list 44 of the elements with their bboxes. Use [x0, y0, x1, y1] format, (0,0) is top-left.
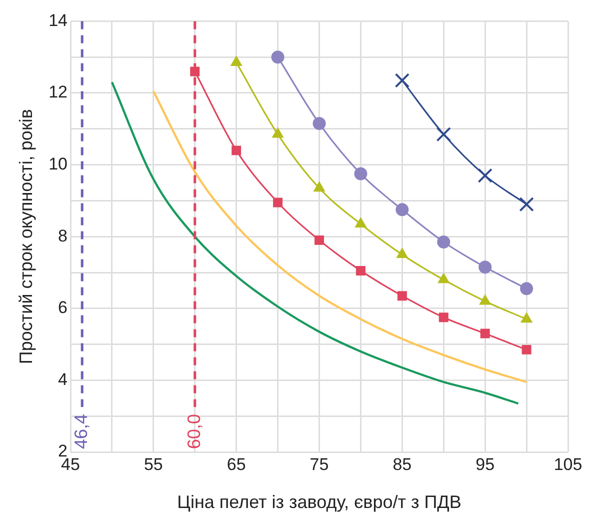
point [519, 196, 534, 212]
point [480, 328, 490, 338]
point [271, 50, 284, 64]
point [273, 198, 283, 208]
point [438, 273, 450, 284]
point [436, 126, 451, 142]
y-tick-label: 14 [48, 10, 68, 30]
point [478, 168, 492, 183]
point [397, 291, 407, 301]
y-tick-label: 4 [58, 370, 68, 389]
point [522, 344, 532, 354]
point [232, 146, 242, 156]
x-tick-label: 95 [476, 454, 495, 474]
point [312, 117, 326, 130]
point [438, 312, 448, 322]
y-axis-title: Простий строк окупності, років [16, 109, 36, 364]
point [356, 266, 366, 276]
point [396, 248, 408, 258]
x-tick-label: 85 [392, 454, 412, 474]
y-tick-label: 6 [58, 298, 68, 318]
point [314, 235, 324, 245]
point [354, 167, 368, 180]
x-tick-label: 105 [554, 454, 582, 474]
point [314, 182, 325, 192]
point [396, 203, 409, 216]
ref-line-label: 60,0 [184, 414, 204, 449]
x-axis-title: Ціна пелет із заводу, євро/т з ПДВ [177, 492, 462, 512]
point [479, 294, 491, 305]
point [478, 260, 492, 274]
point [520, 282, 534, 296]
y-tick-label: 8 [58, 226, 68, 246]
line-series [110, 81, 520, 405]
point [520, 312, 532, 323]
y-tick-label: 12 [48, 82, 68, 102]
line-series [152, 90, 528, 384]
point [272, 128, 284, 138]
point [394, 73, 410, 88]
x-tick-label: 65 [226, 454, 246, 474]
point [437, 235, 450, 248]
point [355, 218, 366, 228]
ref-line-label: 46,4 [71, 414, 92, 449]
x-tick-label: 55 [144, 454, 163, 474]
x-tick-label: 75 [310, 454, 329, 474]
y-tick-label: 10 [48, 154, 68, 174]
